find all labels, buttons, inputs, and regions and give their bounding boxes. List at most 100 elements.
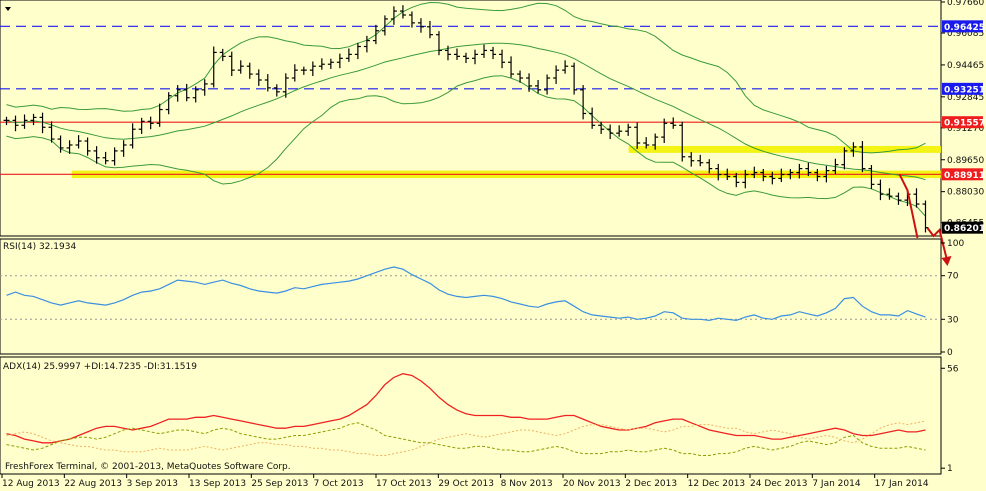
price-bar — [408, 11, 415, 28]
x-tick-label: 7 Oct 2013 — [314, 479, 364, 489]
rsi-tick-label: 0 — [947, 348, 953, 358]
price-bar — [715, 163, 722, 181]
projection-arrow-1 — [898, 173, 919, 239]
price-bar — [796, 163, 803, 179]
level-price-label-3: 0.88911 — [944, 171, 985, 181]
price-bar — [652, 133, 659, 150]
price-bar — [571, 62, 578, 95]
price-bar — [219, 48, 226, 62]
price-bar — [93, 146, 100, 164]
adx-series-0 — [6, 373, 926, 444]
price-bar — [273, 84, 280, 97]
price-bar — [165, 92, 172, 115]
price-bar — [778, 168, 785, 183]
price-bar — [201, 79, 208, 96]
price-bar — [472, 49, 479, 65]
rsi-layer — [0, 266, 941, 322]
price-bar — [75, 135, 82, 149]
adx-tick-label: 1 — [947, 464, 953, 474]
price-bar — [120, 140, 127, 157]
price-tick-label: 0.92845 — [947, 93, 984, 103]
price-bar — [706, 159, 713, 174]
rsi-title: RSI(14) 32.1934 — [3, 242, 76, 252]
price-bar — [598, 121, 605, 134]
price-bar — [444, 45, 451, 61]
price-bar — [463, 52, 469, 64]
x-tick-label: 8 Nov 2013 — [501, 479, 553, 489]
rsi-tick-label: 70 — [947, 272, 959, 282]
x-tick-label: 7 Jan 2014 — [812, 479, 860, 489]
x-tick-label: 3 Sep 2013 — [127, 479, 178, 489]
price-bar — [733, 172, 740, 188]
price-bar — [453, 48, 460, 60]
level-price-label-0: 0.96425 — [944, 23, 985, 33]
copyright-text: FreshForex Terminal, © 2001-2013, MetaQu… — [5, 462, 291, 472]
price-bar — [814, 169, 821, 182]
price-bar — [535, 79, 542, 94]
price-bar — [111, 147, 118, 166]
price-bar — [435, 31, 442, 56]
price-bar — [264, 74, 271, 92]
price-bar — [156, 103, 163, 127]
x-tick-label: 12 Dec 2013 — [688, 479, 746, 489]
price-bar — [255, 69, 262, 86]
price-bar — [30, 113, 37, 126]
price-bar — [751, 166, 758, 179]
price-bar — [210, 46, 217, 88]
price-bar — [805, 162, 812, 177]
price-bar — [526, 73, 533, 92]
price-bar — [336, 53, 343, 69]
price-bar — [282, 73, 289, 98]
price-bar — [399, 5, 406, 19]
price-layer — [0, 1, 952, 266]
price-bar — [183, 83, 190, 102]
price-bar — [147, 116, 154, 130]
price-tick-label: 0.91270 — [947, 124, 984, 134]
rsi-tick-label: 100 — [947, 239, 964, 249]
price-bar — [174, 85, 181, 102]
projection-arrow-2 — [926, 227, 949, 263]
projection-arrows — [898, 173, 952, 266]
x-tick-label: 2 Dec 2013 — [625, 479, 677, 489]
price-bar — [553, 65, 560, 84]
price-bar — [841, 147, 848, 170]
price-bar — [616, 125, 623, 137]
price-bar — [886, 188, 893, 200]
chart-menu-icon[interactable] — [5, 7, 11, 11]
price-bar — [426, 20, 433, 39]
price-bar — [787, 169, 794, 180]
price-bar — [589, 107, 596, 129]
price-bar — [102, 151, 109, 165]
price-bar — [913, 188, 920, 208]
price-bar — [84, 137, 91, 156]
price-bar — [625, 123, 632, 136]
price-bar — [769, 171, 776, 185]
level-price-box-3 — [942, 168, 983, 181]
price-bar — [57, 135, 64, 153]
adx-layer — [6, 373, 926, 456]
price-bar — [823, 165, 830, 183]
price-tick-label: 0.96085 — [947, 29, 984, 39]
last-price-box — [942, 221, 983, 234]
x-tick-label: 29 Oct 2013 — [438, 479, 494, 489]
price-bar — [246, 62, 253, 79]
level-price-box-1 — [942, 82, 983, 95]
price-bar — [291, 64, 298, 82]
price-bar — [345, 48, 352, 62]
x-tick-label: 12 Aug 2013 — [2, 479, 60, 489]
price-bar — [688, 152, 695, 167]
adx-tick-label: 56 — [947, 364, 959, 374]
last-price-label: 0.86201 — [944, 224, 985, 234]
price-bar — [354, 42, 361, 60]
price-bar — [868, 165, 875, 190]
price-bar — [237, 60, 244, 74]
price-bar — [228, 51, 235, 77]
price-bar — [318, 58, 325, 70]
price-bar — [48, 121, 55, 143]
price-bar — [309, 61, 316, 77]
price-tick-label: 0.89650 — [947, 156, 984, 166]
adx-title: ADX(14) 25.9997 +DI:14.7235 -DI:31.1519 — [3, 362, 197, 372]
price-bar — [300, 66, 307, 75]
